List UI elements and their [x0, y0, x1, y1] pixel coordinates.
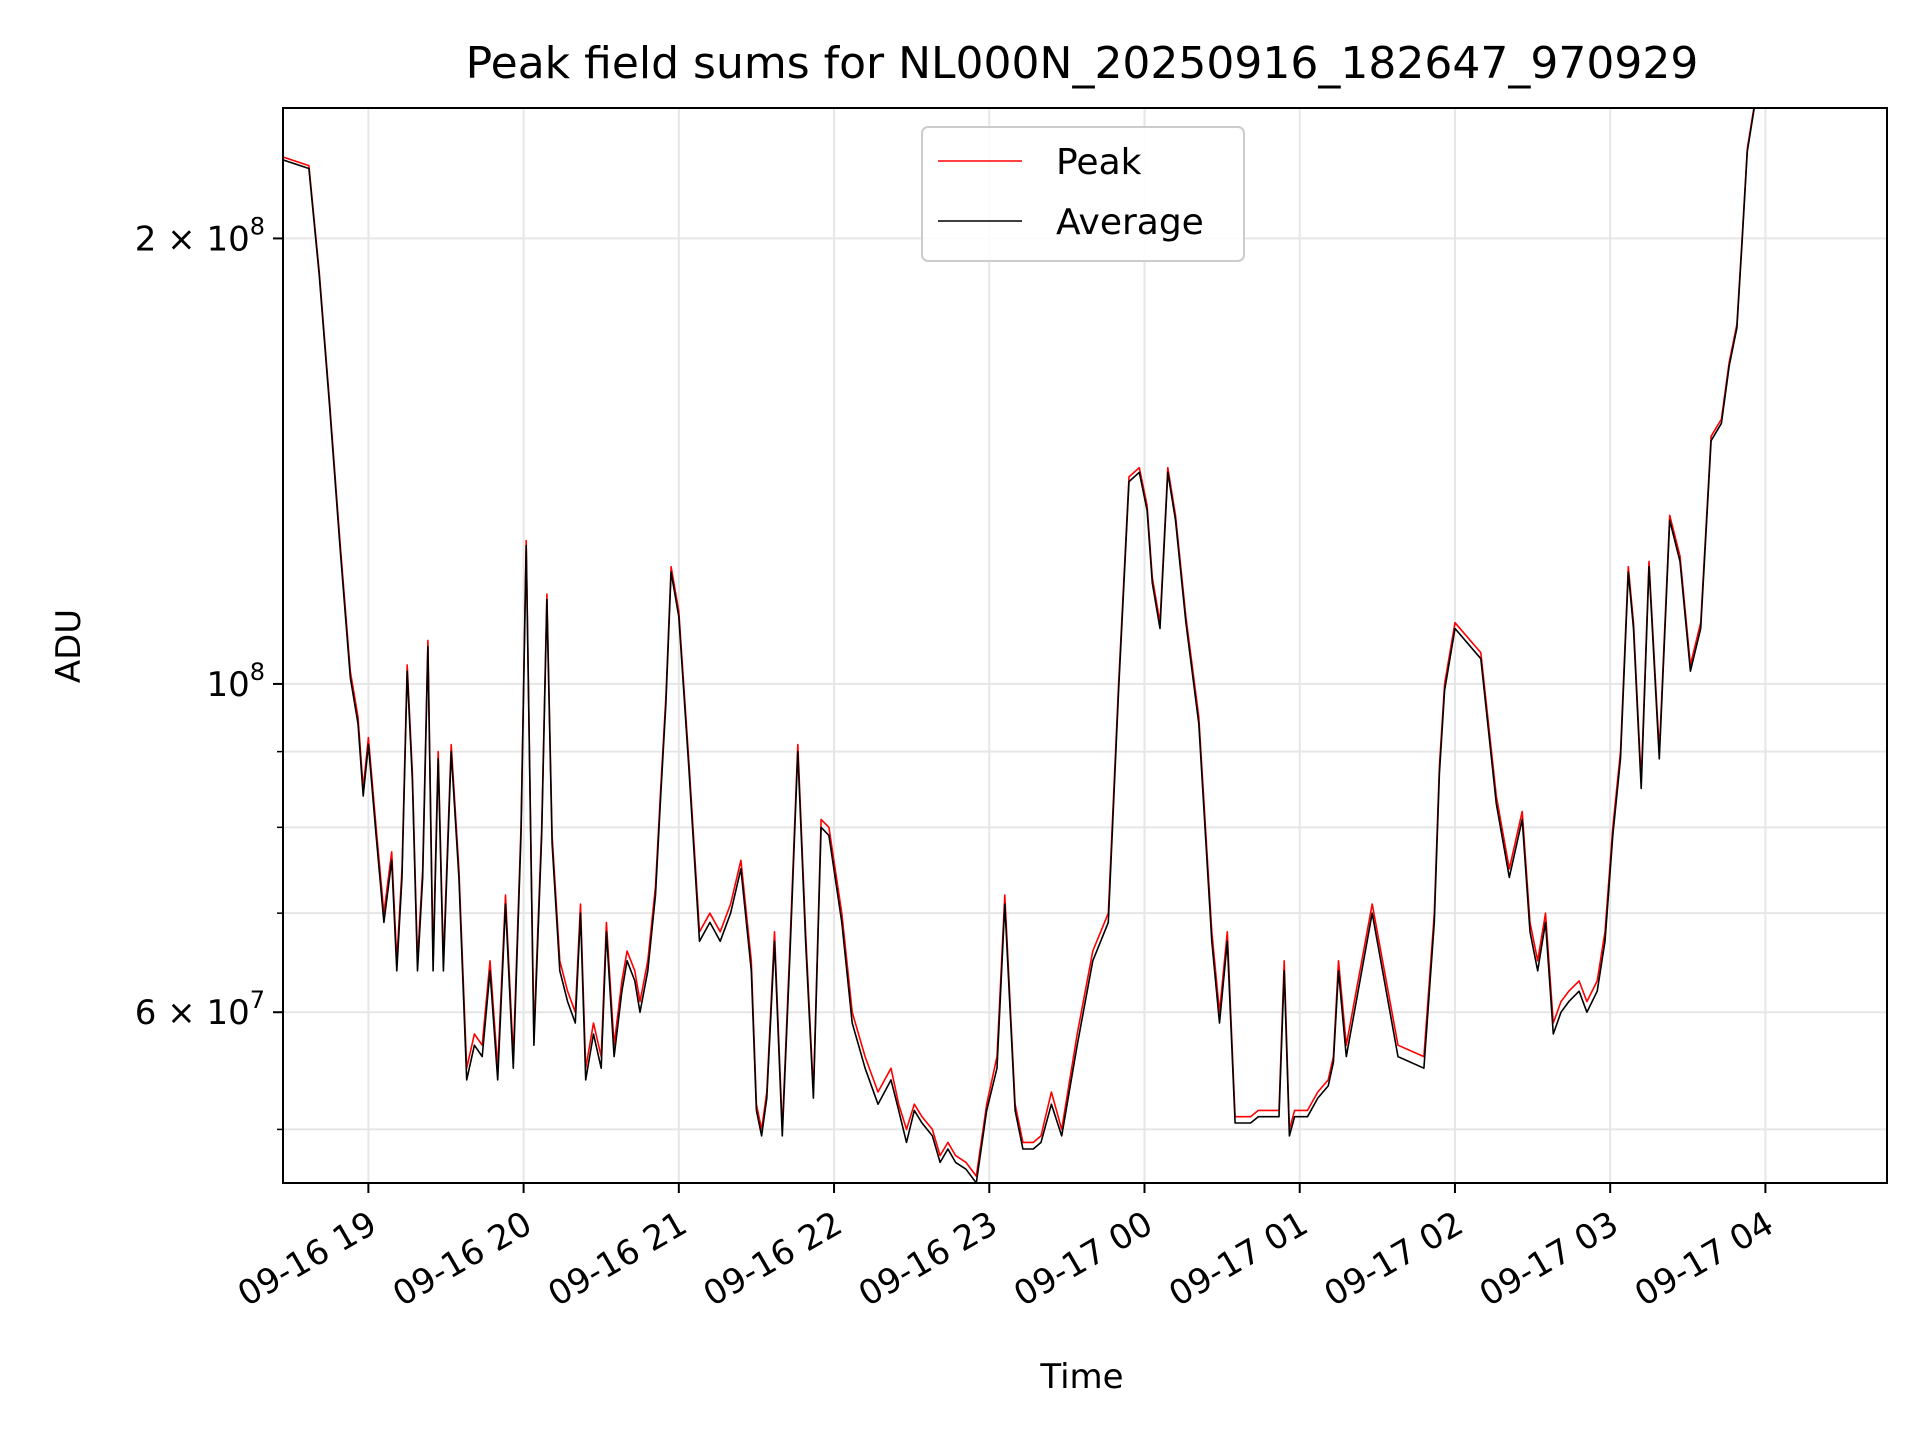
legend: Peak Average	[921, 126, 1245, 262]
legend-label-peak: Peak	[1056, 142, 1142, 183]
y-tick-label: 108	[206, 658, 265, 705]
plot-frame	[282, 107, 1888, 1184]
y-axis-label: ADU	[49, 609, 89, 683]
y-tick-label: 2 × 108	[135, 212, 265, 259]
x-axis-label: Time	[1039, 1357, 1123, 1397]
legend-label-average: Average	[1056, 202, 1204, 243]
chart-title: Peak field sums for NL000N_20250916_1826…	[466, 38, 1699, 89]
series-layer	[283, 108, 1756, 1183]
y-axis-ticks: 2 × 108 108 6 × 107	[135, 212, 283, 1131]
y-tick-label: 6 × 107	[135, 986, 265, 1033]
series-line-average	[283, 108, 1756, 1183]
